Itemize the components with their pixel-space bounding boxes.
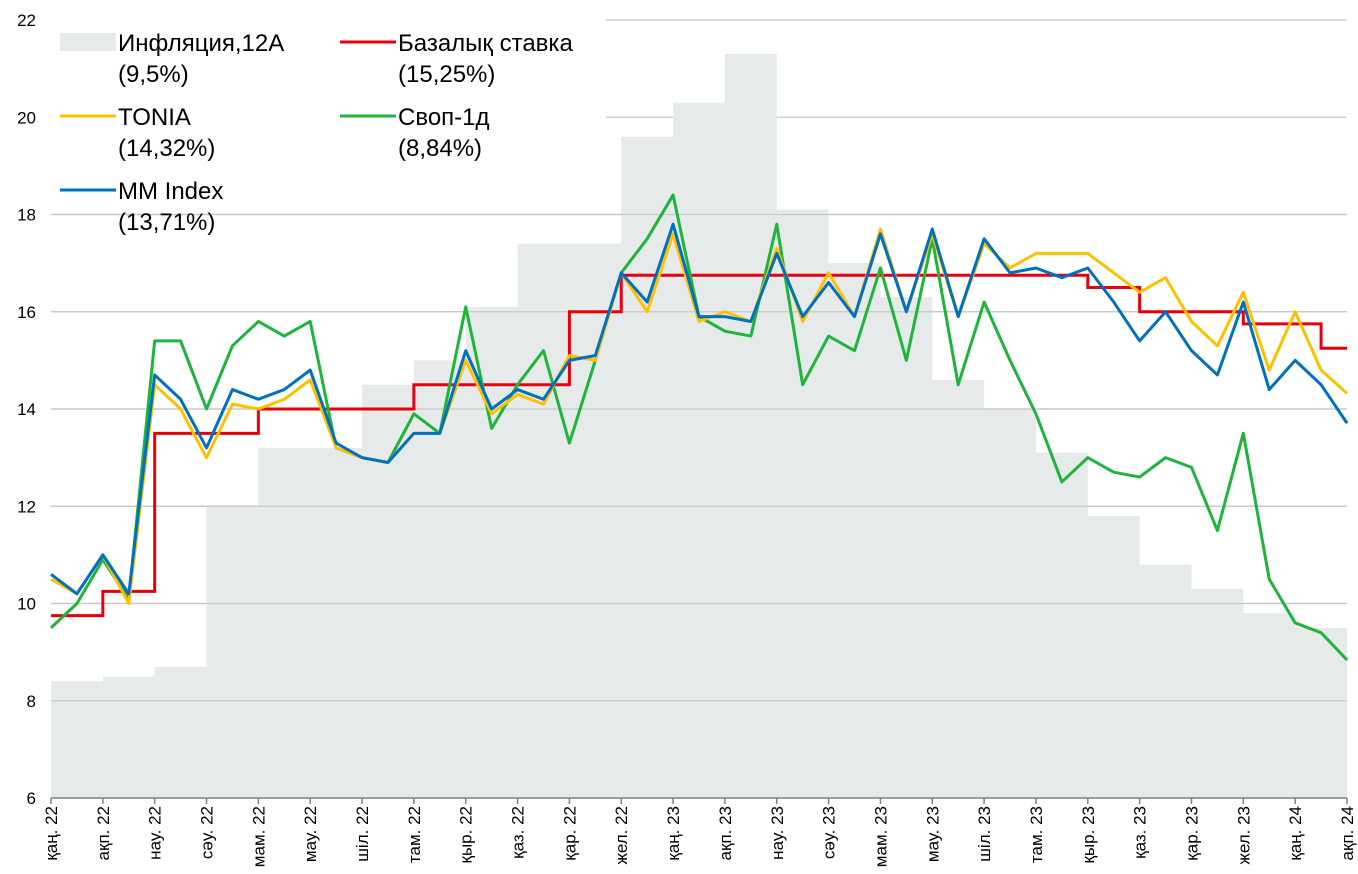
y-tick-label: 12: [17, 497, 36, 516]
x-tick-label: қар. 23: [1182, 806, 1201, 861]
x-tick-label: қаң. 23: [664, 806, 683, 861]
y-tick-label: 16: [17, 303, 36, 322]
x-tick-label: қаз. 23: [1131, 806, 1150, 859]
y-tick-label: 22: [17, 11, 36, 30]
legend-value: (9,5%): [118, 61, 189, 88]
x-tick-label: қаз. 22: [509, 806, 528, 859]
x-tick-label: мау. 23: [923, 806, 942, 862]
legend-item: Базалық ставка (15,25%): [340, 30, 573, 88]
y-tick-label: 14: [17, 400, 36, 419]
legend-value: (14,32%): [118, 135, 215, 162]
legend-item: Инфляция,12А (9,5%): [60, 30, 284, 88]
x-tick-label: қаң. 22: [42, 806, 61, 861]
x-tick-label: нау. 23: [768, 806, 787, 860]
legend-item: TONIA (14,32%): [60, 104, 215, 162]
x-tick-label: ақп. 22: [94, 806, 113, 860]
y-tick-label: 6: [27, 789, 36, 808]
x-tick-label: сәу. 23: [820, 806, 839, 859]
y-tick-label: 18: [17, 206, 36, 225]
y-tick-label: 8: [27, 692, 36, 711]
legend-value: (8,84%): [398, 135, 482, 162]
legend-swatch: [60, 33, 116, 51]
x-tick-label: нау. 22: [146, 806, 165, 860]
series-line: [50, 222, 1349, 596]
x-tick-label: қаң. 24: [1286, 806, 1305, 861]
x-tick-label: мам. 22: [249, 806, 268, 867]
legend-value: (13,71%): [118, 209, 215, 236]
x-tick-label: жел. 22: [612, 806, 631, 865]
series-line: [50, 227, 1349, 605]
x-tick-label: қыр. 23: [1079, 806, 1098, 863]
y-tick-label: 20: [17, 108, 36, 127]
x-tick-label: шіл. 22: [353, 806, 372, 862]
legend-item: MM Index (13,71%): [60, 178, 223, 236]
inflation-area: [51, 54, 1347, 799]
series-line: [51, 273, 1347, 618]
x-tick-label: қар. 22: [560, 806, 579, 861]
legend-item: Своп-1д (8,84%): [340, 104, 490, 162]
legend-label: Своп-1д: [398, 104, 490, 131]
x-tick-label: там. 22: [405, 806, 424, 863]
x-tick-label: жел. 23: [1234, 806, 1253, 865]
legend-label: MM Index: [118, 178, 223, 205]
x-tick-label: ақп. 23: [716, 806, 735, 860]
legend-label: Базалық ставка: [398, 30, 573, 57]
x-tick-label: шіл. 23: [975, 806, 994, 862]
legend-label: TONIA: [118, 104, 191, 131]
x-tick-label: там. 23: [1027, 806, 1046, 863]
legend-label: Инфляция,12А: [118, 30, 284, 57]
x-tick-label: мам. 23: [871, 806, 890, 867]
legend-value: (15,25%): [398, 61, 495, 88]
y-tick-label: 10: [17, 595, 36, 614]
x-tick-label: ақп. 24: [1338, 806, 1357, 860]
x-tick-label: мау. 22: [301, 806, 320, 862]
x-tick-label: қыр. 22: [457, 806, 476, 863]
x-tick-label: сәу. 22: [198, 806, 217, 859]
legend-background: [51, 8, 606, 126]
